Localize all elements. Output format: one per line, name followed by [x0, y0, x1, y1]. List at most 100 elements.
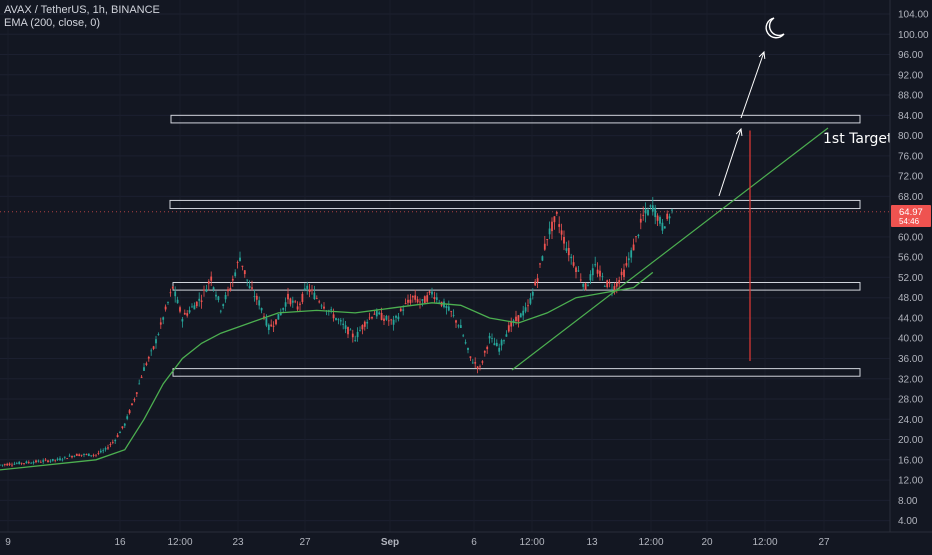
candle-body — [603, 286, 606, 287]
candle-body — [404, 303, 407, 304]
candle-body — [39, 461, 42, 463]
candle-body — [301, 293, 304, 302]
candle-body — [119, 431, 121, 434]
time-tick-label: 12:00 — [638, 537, 663, 548]
symbol-title[interactable]: AVAX / TetherUS, 1h, BINANCE — [4, 4, 160, 16]
candle-body — [558, 224, 561, 227]
price-tick-label: 96.00 — [898, 50, 923, 61]
indicator-title[interactable]: EMA (200, close, 0) — [4, 17, 100, 29]
candle-body — [524, 307, 527, 312]
candle-body — [174, 291, 177, 297]
candle-body — [543, 243, 546, 250]
candle-body — [179, 307, 181, 312]
candle-body — [44, 459, 47, 461]
candle-body — [390, 319, 393, 321]
drawing-layer[interactable]: 1st Target — [511, 17, 893, 371]
candle-body — [294, 301, 297, 303]
candle-body — [467, 347, 469, 350]
candle-body — [191, 306, 193, 308]
candle-body — [620, 271, 623, 276]
candle-body — [147, 357, 150, 359]
candle-body — [428, 291, 431, 293]
candle-body — [615, 283, 618, 287]
candle-body — [20, 462, 23, 464]
candle-body — [227, 289, 229, 292]
zone-upper[interactable] — [169, 199, 861, 210]
candle-body — [90, 455, 93, 457]
candle-body — [565, 248, 568, 251]
zone-top[interactable] — [170, 114, 861, 124]
candle-body — [109, 444, 112, 445]
candle-body — [92, 454, 95, 456]
trendline[interactable] — [511, 127, 829, 371]
zone-low[interactable] — [172, 368, 861, 377]
candle-body — [445, 305, 448, 309]
candle-body — [522, 310, 525, 316]
candle-body — [102, 450, 105, 452]
candle-body — [239, 257, 241, 262]
candle-body — [1, 464, 4, 466]
candle-body — [459, 325, 462, 328]
arrow-to-moon[interactable] — [740, 51, 765, 119]
candle-body — [347, 327, 349, 335]
price-tick-label: 16.00 — [898, 455, 923, 466]
candle-body — [75, 453, 78, 456]
candle-body — [495, 342, 498, 347]
candle-body — [606, 280, 609, 288]
candle-body — [416, 299, 419, 303]
price-tick-label: 52.00 — [898, 273, 923, 284]
candle-body — [584, 283, 587, 290]
candle-body — [97, 452, 100, 454]
candle-body — [203, 289, 205, 291]
candle-body — [623, 269, 625, 277]
candle-body — [8, 463, 11, 465]
candle-body — [27, 462, 30, 463]
candle-body — [553, 216, 556, 223]
candle-body — [335, 318, 337, 320]
price-tick-label: 68.00 — [898, 192, 923, 203]
candle-body — [243, 270, 246, 275]
candle-body — [299, 303, 301, 305]
candle-body — [630, 250, 633, 258]
candle-body — [205, 289, 208, 292]
candle-body — [407, 299, 409, 303]
price-tick-label: 20.00 — [898, 435, 923, 446]
candle-body — [241, 265, 244, 267]
candle-body — [531, 291, 534, 296]
price-tick-label: 104.00 — [898, 10, 929, 21]
candle-body — [498, 347, 501, 352]
candle-body — [546, 239, 549, 241]
candle-body — [596, 269, 599, 274]
arrow-to-target[interactable] — [718, 128, 742, 197]
candle-body — [25, 461, 28, 464]
candle-body — [80, 454, 83, 456]
candle-body — [421, 299, 424, 301]
price-tick-label: 84.00 — [898, 111, 923, 122]
candle-body — [59, 458, 61, 461]
candle-body — [356, 331, 359, 338]
candle-body — [395, 315, 397, 318]
candle-body — [627, 258, 630, 261]
target-annotation[interactable]: 1st Target — [823, 131, 893, 147]
candle-body — [375, 310, 378, 317]
candle-body — [666, 213, 669, 219]
candle-body — [455, 320, 457, 323]
candle-body — [198, 298, 201, 301]
candle-body — [447, 306, 450, 311]
candle-body — [644, 209, 647, 214]
candle-body — [587, 285, 589, 287]
time-tick-label: 23 — [232, 537, 244, 548]
candle-body — [258, 300, 261, 306]
candle-body — [560, 230, 563, 235]
candle-body — [551, 221, 553, 232]
candle-body — [529, 298, 532, 304]
candle-body — [469, 356, 472, 358]
time-tick-label: Sep — [381, 537, 399, 548]
time-tick-label: 13 — [586, 537, 598, 548]
candle-body — [73, 455, 76, 457]
candle-body — [224, 294, 227, 300]
candle-body — [287, 293, 289, 300]
zone-layer[interactable] — [169, 114, 861, 377]
